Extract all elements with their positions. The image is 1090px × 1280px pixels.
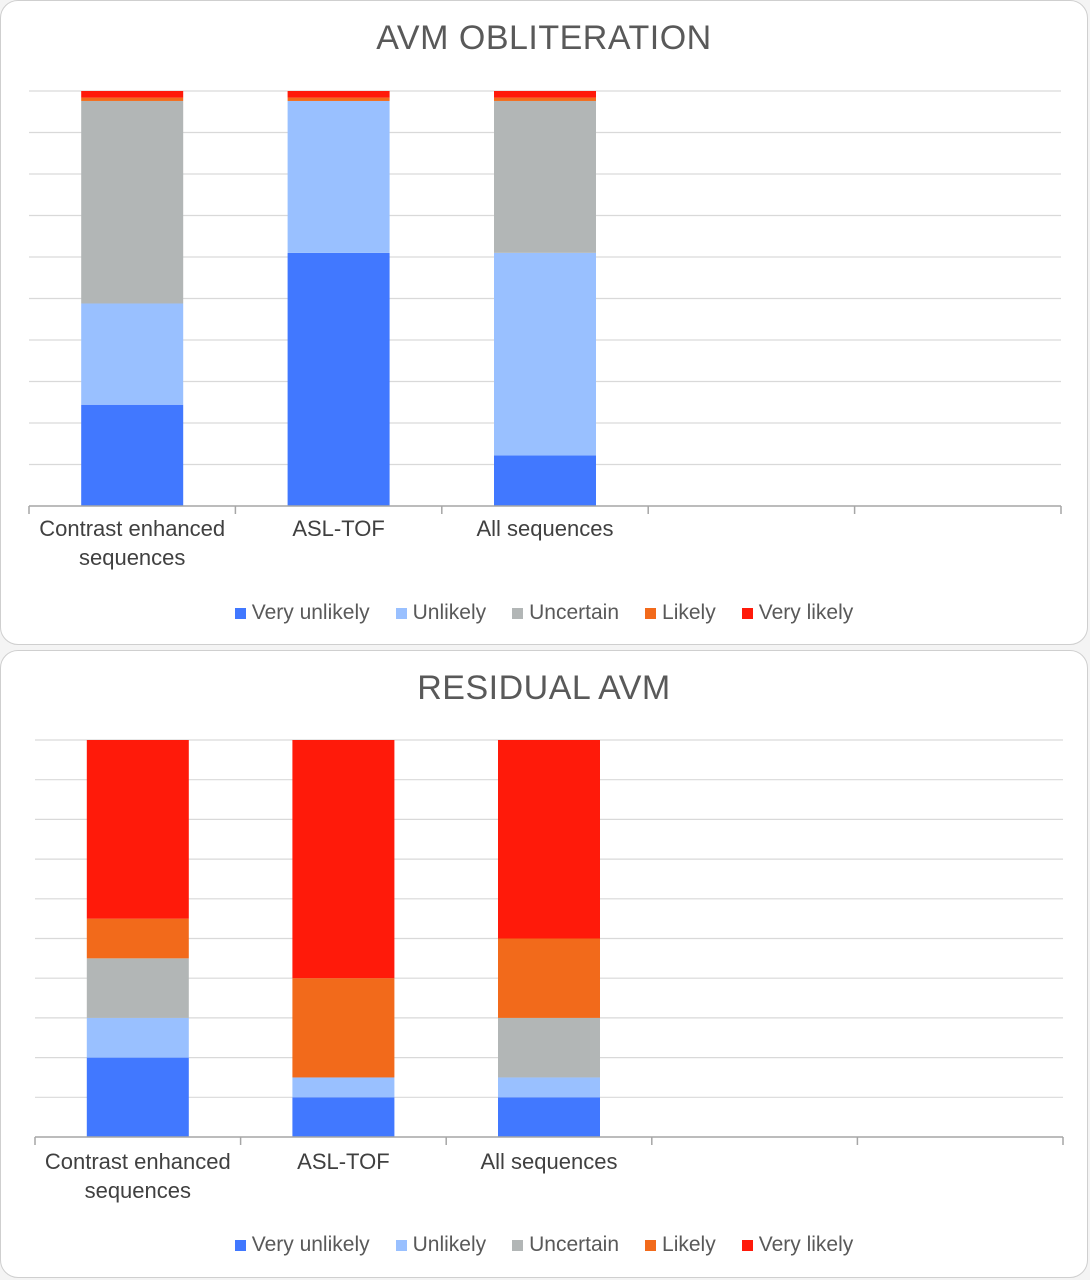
bar-segment-unlikely (292, 1077, 395, 1098)
chart-panel-residual-avm: RESIDUAL AVM Contrast enhanced sequences A… (0, 650, 1088, 1278)
chart-title: AVM OBLITERATION (376, 19, 712, 57)
x-tick-label: ASL-TOF (297, 1149, 390, 1174)
x-tick-label: ASL-TOF (292, 516, 385, 541)
chart-plot-area: Contrast enhanced sequences ASL-TOF All seq… (28, 90, 1062, 570)
bar-segment-likely (287, 97, 390, 101)
legend-label: Very unlikely (251, 1233, 370, 1256)
legend-label: Very likely (758, 601, 854, 624)
legend-swatch (234, 607, 246, 619)
legend-label: Likely (662, 1233, 716, 1256)
legend-label: Very likely (758, 1233, 854, 1256)
bar-segment-very-likely (287, 91, 390, 98)
legend-swatch (512, 607, 524, 619)
legend-item-unlikely: Unlikely (395, 601, 487, 625)
chart-legend: Very unlikely Unlikely Uncertain Likely … (1, 601, 1087, 625)
bar-segment-very-unlikely (494, 455, 596, 506)
x-tick-label: All sequences (481, 1149, 618, 1174)
bar-segment-unlikely (494, 252, 596, 456)
bar-segment-uncertain (86, 958, 189, 1018)
chart-title: RESIDUAL AVM (417, 669, 671, 707)
bar-segment-likely (81, 97, 184, 101)
legend-item-uncertain: Uncertain (512, 601, 619, 625)
legend-swatch (395, 607, 407, 619)
legend-label: Uncertain (529, 601, 620, 624)
x-tick-label: Contrast enhanced sequences (45, 1149, 231, 1203)
legend-item-likely: Likely (645, 601, 716, 625)
bar-segment-uncertain (498, 1017, 600, 1078)
bar-segment-very-likely (86, 740, 189, 919)
legend-item-very-unlikely: Very unlikely (234, 1233, 370, 1257)
bar-segment-very-unlikely (81, 404, 184, 506)
bar-segment-very-likely (292, 740, 395, 979)
legend-swatch (741, 1239, 753, 1251)
legend-swatch (645, 1239, 657, 1251)
bar-segment-very-likely (81, 91, 184, 98)
bar-segment-unlikely (287, 100, 390, 253)
bar-segment-likely (292, 978, 395, 1078)
legend-label: Unlikely (412, 601, 487, 624)
bar-segment-unlikely (86, 1017, 189, 1058)
legend-label: Very unlikely (251, 601, 370, 624)
x-tick-label: All sequences (477, 516, 614, 541)
legend-label: Uncertain (529, 1233, 620, 1256)
bar-segment-very-likely (494, 91, 596, 98)
legend-swatch (234, 1239, 246, 1251)
bar-segment-likely (86, 918, 189, 959)
bar-segment-very-unlikely (292, 1097, 395, 1137)
legend-swatch (395, 1239, 407, 1251)
bar-segment-very-unlikely (86, 1057, 189, 1137)
bar-segment-likely (498, 938, 600, 1018)
legend-item-very-likely: Very likely (741, 1233, 854, 1257)
legend-item-uncertain: Uncertain (512, 1233, 619, 1257)
legend-swatch (741, 607, 753, 619)
bar-segment-uncertain (494, 100, 596, 253)
legend-label: Likely (662, 601, 716, 624)
legend-item-very-likely: Very likely (741, 601, 854, 625)
legend-label: Unlikely (412, 1233, 487, 1256)
x-tick-label: Contrast enhanced sequences (39, 516, 225, 570)
bar-segment-uncertain (81, 100, 184, 304)
bar-segment-very-unlikely (498, 1097, 600, 1137)
bar-segment-unlikely (498, 1077, 600, 1098)
bar-segment-very-likely (498, 740, 600, 939)
legend-item-very-unlikely: Very unlikely (234, 601, 370, 625)
bar-segment-very-unlikely (287, 252, 390, 506)
chart-legend: Very unlikely Unlikely Uncertain Likely … (1, 1233, 1087, 1257)
legend-swatch (645, 607, 657, 619)
chart-panel-avm-obliteration: AVM OBLITERATION Contrast enhanced sequen… (0, 0, 1088, 645)
legend-swatch (512, 1239, 524, 1251)
legend-item-unlikely: Unlikely (395, 1233, 487, 1257)
chart-plot-area: Contrast enhanced sequences ASL-TOF All seq… (34, 739, 1064, 1203)
bar-segment-likely (494, 97, 596, 101)
legend-item-likely: Likely (645, 1233, 716, 1257)
bar-segment-unlikely (81, 303, 184, 405)
